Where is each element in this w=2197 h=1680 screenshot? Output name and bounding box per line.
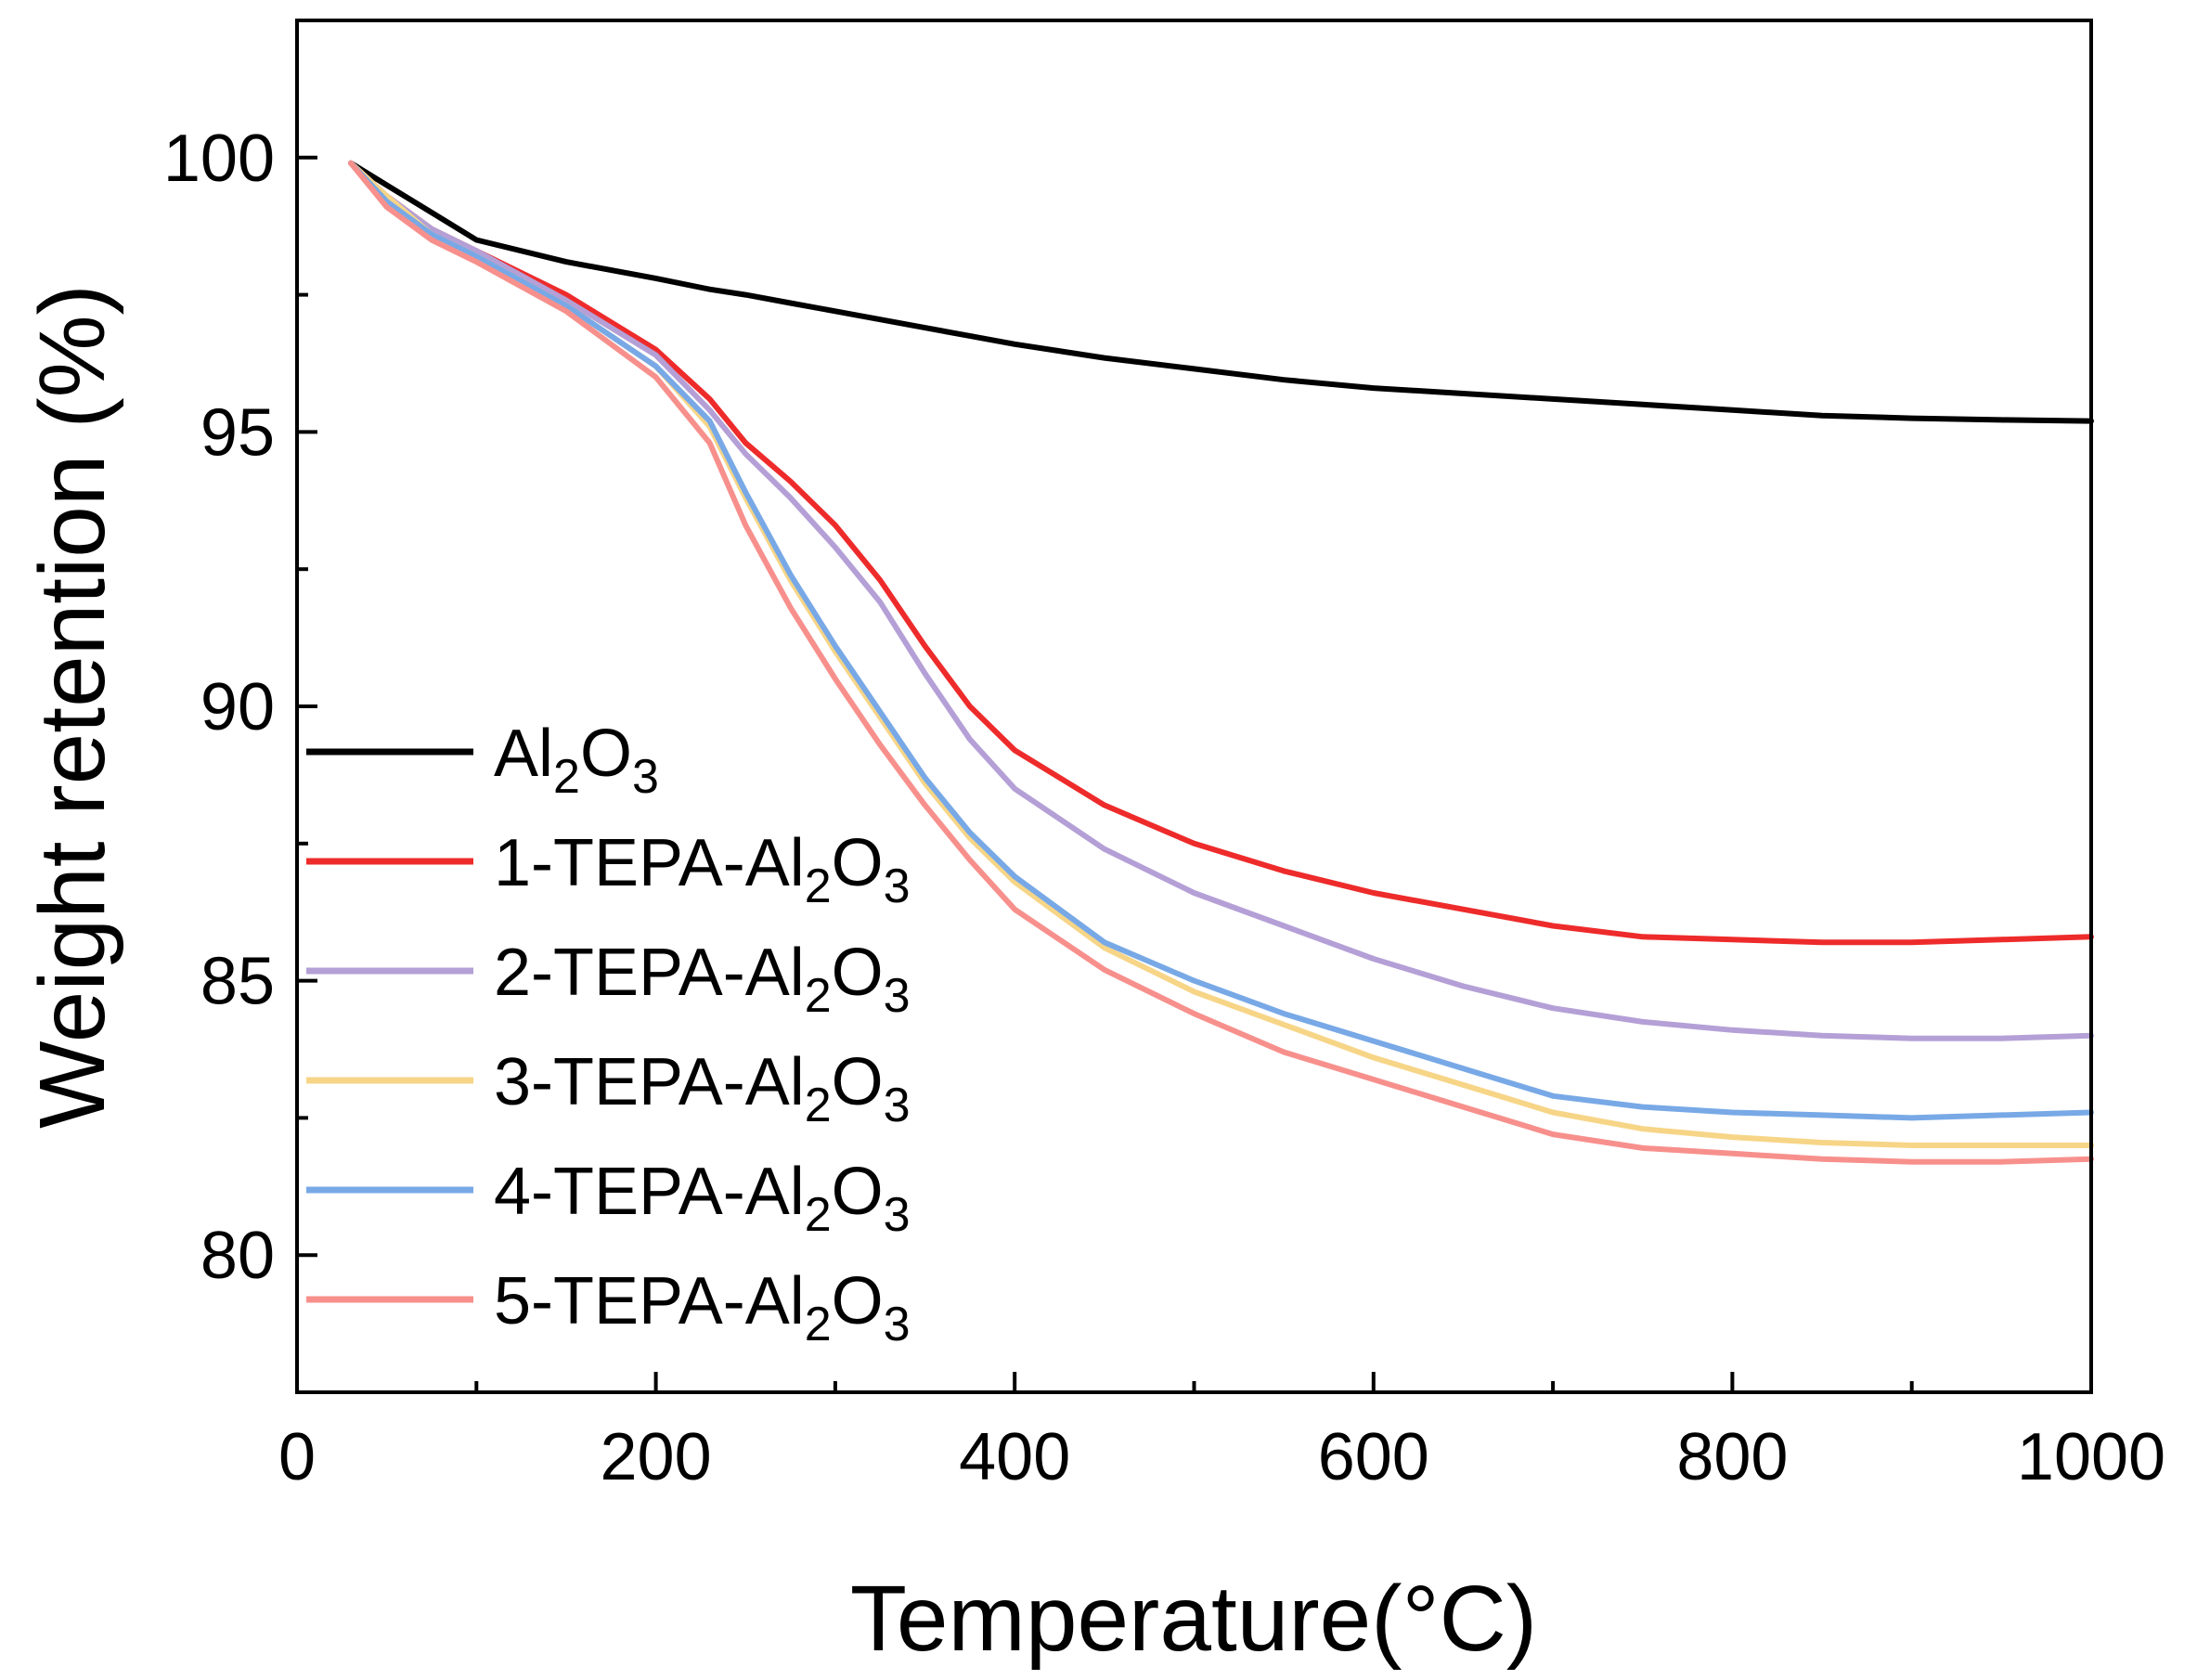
y-axis-title: Weight retention (%)	[20, 284, 124, 1129]
legend-item: 2-TEPA-Al2O3	[306, 936, 911, 1023]
y-tick-label: 85	[200, 945, 275, 1019]
legend-label: 5-TEPA-Al2O3	[494, 1264, 911, 1351]
legend-subscript: 2	[805, 1079, 832, 1132]
legend-subscript: 3	[632, 750, 659, 804]
legend-subscript: 2	[805, 859, 832, 913]
legend-item: 3-TEPA-Al2O3	[306, 1045, 911, 1132]
legend-text-part: O	[832, 936, 884, 1010]
legend-text-part: O	[832, 1155, 884, 1229]
legend-subscript: 3	[884, 859, 911, 913]
x-tick-label: 200	[601, 1420, 712, 1494]
legend-item: 1-TEPA-Al2O3	[306, 826, 911, 913]
legend-subscript: 3	[884, 969, 911, 1023]
x-tick-label: 1000	[2017, 1420, 2165, 1494]
x-tick-label: 0	[278, 1420, 316, 1494]
legend-text-part: O	[580, 717, 632, 791]
legend-text-part: 3-TEPA-Al	[494, 1045, 805, 1119]
legend-subscript: 2	[805, 969, 832, 1023]
legend-subscript: 3	[884, 1298, 911, 1351]
legend-text-part: 4-TEPA-Al	[494, 1155, 805, 1229]
x-tick-label: 400	[959, 1420, 1070, 1494]
y-axis-ticks: 80 85 90 95 100	[163, 122, 317, 1293]
y-tick-label: 100	[163, 122, 275, 196]
series-line-6	[348, 160, 2094, 1165]
x-axis-title: Temperature(°C)	[850, 1567, 1537, 1671]
legend-text-part: 2-TEPA-Al	[494, 936, 805, 1010]
legend-label: Al2O3	[494, 717, 659, 804]
series-line-3	[348, 160, 2094, 1041]
legend-label: 1-TEPA-Al2O3	[494, 826, 911, 913]
series-line-5	[348, 160, 2094, 1121]
legend-subscript: 3	[884, 1188, 911, 1242]
legend-subscript: 2	[553, 750, 580, 804]
legend-text-part: 5-TEPA-Al	[494, 1264, 805, 1338]
x-tick-label: 800	[1676, 1420, 1788, 1494]
legend-text-part: O	[832, 1045, 884, 1119]
series-line-1	[348, 160, 2094, 424]
legend-subscript: 2	[805, 1298, 832, 1351]
legend-text-part: 1-TEPA-Al	[494, 826, 805, 900]
legend-item: 5-TEPA-Al2O3	[306, 1264, 911, 1351]
legend-subscript: 3	[884, 1079, 911, 1132]
x-axis-ticks: 0 200 400 600 800 1000	[278, 1372, 2165, 1494]
y-tick-label: 95	[200, 395, 275, 470]
plot-lines	[348, 160, 2094, 1165]
legend-text-part: O	[832, 1264, 884, 1338]
legend-label: 4-TEPA-Al2O3	[494, 1155, 911, 1242]
y-tick-label: 90	[200, 670, 275, 744]
legend-text-part: O	[832, 826, 884, 900]
legend-item: Al2O3	[306, 717, 659, 804]
y-tick-label: 80	[200, 1219, 275, 1293]
legend-subscript: 2	[805, 1188, 832, 1242]
series-line-2	[348, 160, 2094, 946]
legend-text-part: Al	[494, 717, 553, 791]
x-tick-label: 600	[1318, 1420, 1429, 1494]
legend-label: 3-TEPA-Al2O3	[494, 1045, 911, 1132]
legend-item: 4-TEPA-Al2O3	[306, 1155, 911, 1242]
legend-label: 2-TEPA-Al2O3	[494, 936, 911, 1023]
legend: Al2O31-TEPA-Al2O32-TEPA-Al2O33-TEPA-Al2O…	[306, 717, 911, 1351]
